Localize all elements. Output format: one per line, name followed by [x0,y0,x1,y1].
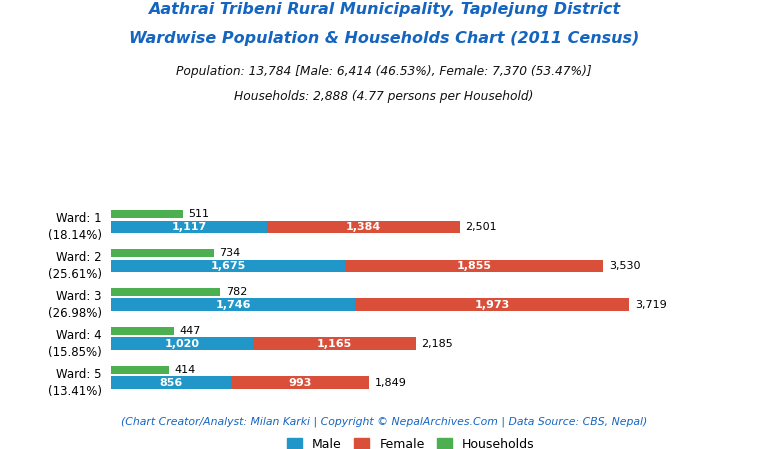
Text: 3,719: 3,719 [635,300,667,310]
Text: 1,855: 1,855 [456,261,492,271]
Bar [111,220,267,233]
Text: 993: 993 [288,378,312,387]
Text: 1,117: 1,117 [171,222,207,232]
Text: 782: 782 [226,287,247,297]
Bar [111,260,345,272]
Bar [355,299,630,311]
Bar [267,220,460,233]
Bar [345,260,603,272]
Bar [111,338,253,350]
Text: 2,501: 2,501 [465,222,497,232]
Text: Population: 13,784 [Male: 6,414 (46.53%), Female: 7,370 (53.47%)]: Population: 13,784 [Male: 6,414 (46.53%)… [176,65,592,78]
Text: 511: 511 [188,209,209,219]
Text: 447: 447 [179,326,200,336]
Text: 734: 734 [219,248,240,258]
Text: 3,530: 3,530 [609,261,641,271]
Bar [111,210,183,218]
Text: Households: 2,888 (4.77 persons per Household): Households: 2,888 (4.77 persons per Hous… [234,90,534,103]
Bar [111,326,174,335]
Text: 1,675: 1,675 [210,261,246,271]
Text: 1,165: 1,165 [317,339,353,349]
Bar [111,287,220,296]
Bar [111,299,355,311]
Text: Wardwise Population & Households Chart (2011 Census): Wardwise Population & Households Chart (… [129,31,639,46]
Bar [111,365,169,374]
Legend: Male, Female, Households: Male, Female, Households [282,433,540,449]
Text: 2,185: 2,185 [422,339,453,349]
Text: 1,020: 1,020 [165,339,200,349]
Text: 1,973: 1,973 [475,300,510,310]
Text: (Chart Creator/Analyst: Milan Karki | Copyright © NepalArchives.Com | Data Sourc: (Chart Creator/Analyst: Milan Karki | Co… [121,417,647,427]
Bar [111,376,230,389]
Text: 1,849: 1,849 [375,378,406,387]
Text: Aathrai Tribeni Rural Municipality, Taplejung District: Aathrai Tribeni Rural Municipality, Tapl… [148,2,620,17]
Bar [230,376,369,389]
Text: 414: 414 [174,365,196,375]
Text: 856: 856 [160,378,183,387]
Text: 1,384: 1,384 [346,222,381,232]
Text: 1,746: 1,746 [215,300,250,310]
Bar [253,338,415,350]
Bar [111,249,214,257]
